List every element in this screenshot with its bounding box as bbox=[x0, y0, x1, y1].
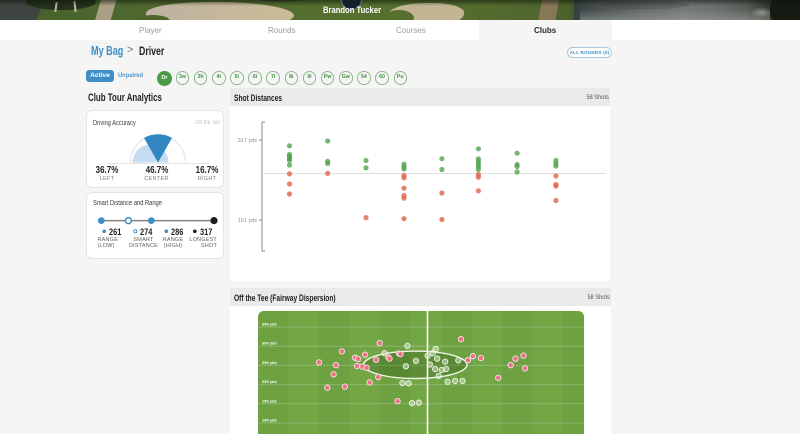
svg-text:100 yds: 100 yds bbox=[262, 418, 277, 423]
svg-text:350 yds: 350 yds bbox=[262, 322, 277, 327]
svg-text:151 yds: 151 yds bbox=[238, 218, 258, 224]
svg-text:317 yds: 317 yds bbox=[238, 138, 258, 144]
svg-text:150 yds: 150 yds bbox=[262, 398, 277, 403]
svg-text:300 yds: 300 yds bbox=[262, 341, 277, 346]
svg-text:200 yds: 200 yds bbox=[262, 379, 277, 384]
svg-text:250 yds: 250 yds bbox=[262, 360, 277, 365]
